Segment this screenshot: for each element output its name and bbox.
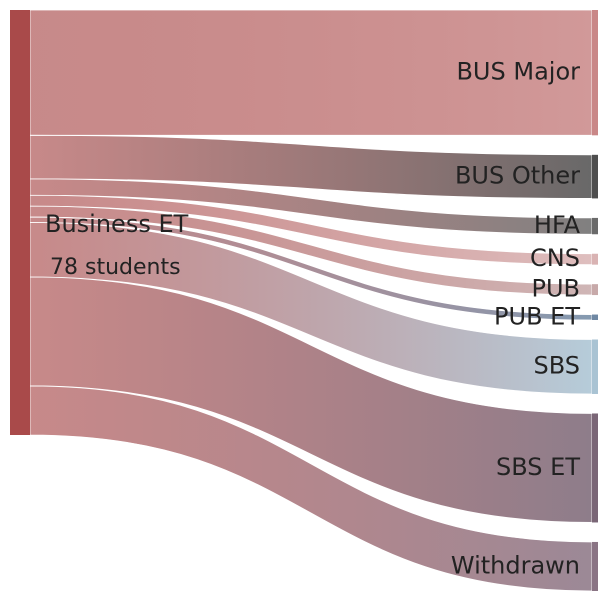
target-node: [592, 339, 598, 394]
target-label: PUB ET: [494, 302, 580, 330]
target-node: [592, 413, 598, 523]
link: [29, 9, 593, 136]
target-node: [592, 541, 598, 591]
target-label: SBS: [533, 352, 580, 380]
target-node: [592, 154, 598, 199]
link: [29, 385, 593, 591]
target-label: CNS: [530, 244, 580, 272]
source-label: Business ET: [45, 210, 189, 238]
target-node: [592, 284, 598, 296]
link: [29, 194, 593, 266]
target-label: Withdrawn: [451, 551, 580, 579]
target-label: BUS Other: [455, 162, 580, 190]
target-node: [592, 253, 598, 265]
source-node: [10, 10, 30, 435]
target-label: HFA: [534, 211, 581, 239]
target-label: SBS ET: [496, 453, 580, 481]
source-note: 78 students: [50, 255, 181, 280]
link: [29, 276, 593, 523]
target-node: [592, 217, 598, 235]
target-label: BUS Major: [456, 58, 580, 86]
target-node: [592, 314, 598, 320]
target-label: PUB: [531, 275, 580, 303]
target-node: [592, 10, 598, 136]
